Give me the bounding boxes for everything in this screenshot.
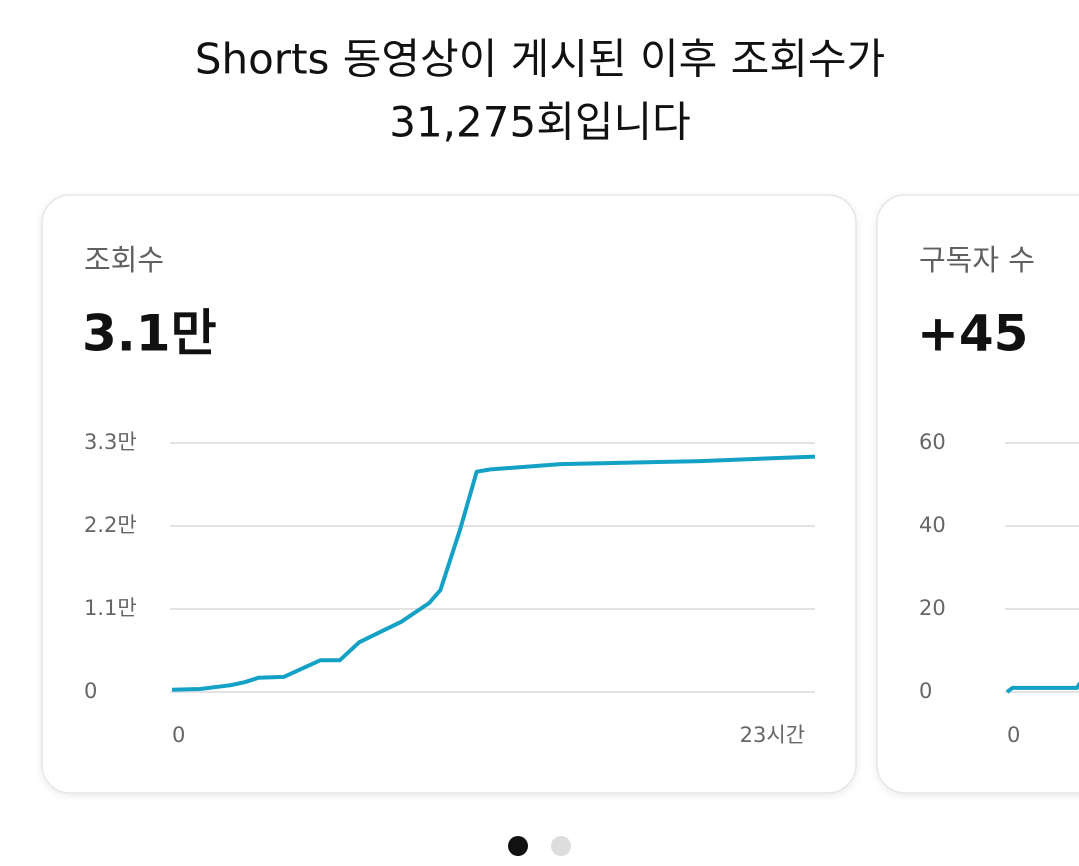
y-tick-label: 20 <box>919 596 946 620</box>
y-tick-label: 3.3만 <box>84 430 137 454</box>
headline-value: 3.1만 <box>82 305 217 363</box>
chart-card: 구독자 수 +45 0 20 40 60 0 <box>876 194 1079 794</box>
y-tick-label: 40 <box>919 513 946 537</box>
x-tick-label: 0 <box>172 723 185 747</box>
y-tick-label: 60 <box>919 430 946 454</box>
y-tick-label: 1.1만 <box>84 596 137 620</box>
card-title: 조회수 <box>84 243 164 277</box>
x-tick-label: 23시간 <box>740 723 805 747</box>
page-dot[interactable] <box>551 836 571 856</box>
page-title: Shorts 동영상이 게시된 이후 조회수가 <box>195 35 885 84</box>
card-background <box>41 194 857 794</box>
x-tick-label: 0 <box>1007 723 1020 747</box>
card-title: 구독자 수 <box>919 243 1035 277</box>
page-dot-active[interactable] <box>508 836 528 856</box>
data-line <box>171 454 816 692</box>
page-title: 31,275회입니다 <box>389 98 691 147</box>
y-tick-label: 0 <box>919 679 932 703</box>
headline-value: +45 <box>917 305 1028 363</box>
y-tick-label: 2.2만 <box>84 513 137 537</box>
data-line <box>1005 681 1079 694</box>
chart-card: 조회수 3.1만 0 1.1만 2.2만 3.3만 0 23시간 <box>41 194 857 794</box>
y-tick-label: 0 <box>84 679 97 703</box>
card-background <box>876 194 1079 794</box>
